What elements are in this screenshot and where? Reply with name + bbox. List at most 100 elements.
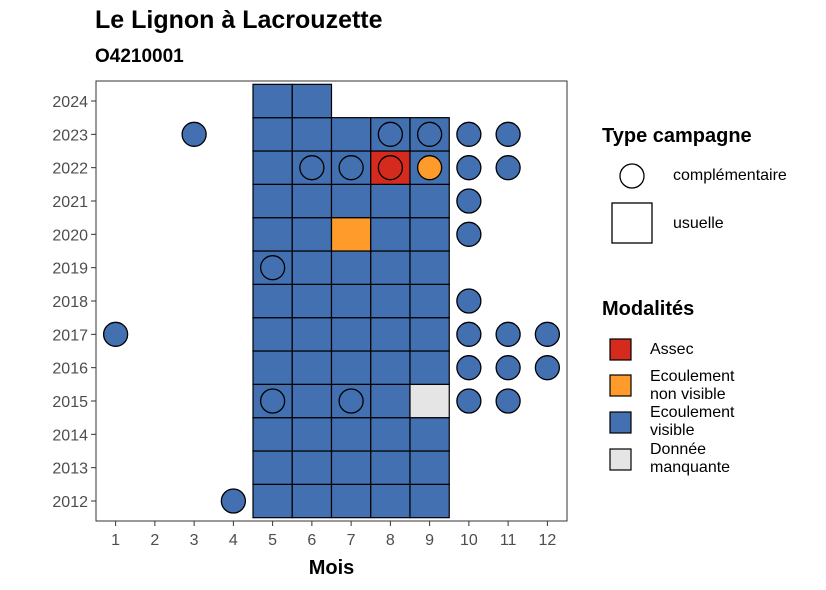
heatmap-cell (330, 450, 372, 485)
y-tick-label: 2015 (52, 394, 88, 411)
heatmap-cell (370, 483, 411, 519)
x-tick-label: 2 (150, 532, 159, 549)
heatmap-cell (409, 250, 450, 285)
y-tick-label: 2019 (52, 261, 88, 278)
heatmap-cell (409, 217, 450, 252)
x-tick-label: 4 (229, 532, 238, 549)
legend-label-complementaire: complémentaire (673, 167, 787, 184)
heatmap-cell (409, 383, 450, 419)
heatmap-cell (330, 483, 372, 519)
heatmap-cell (252, 283, 293, 319)
campaign-point (456, 221, 482, 247)
heatmap-cell (291, 283, 333, 319)
legend-label-line: non visible (650, 386, 726, 403)
x-tick-label: 9 (425, 532, 434, 549)
heatmap-cell (252, 317, 293, 352)
y-tick-label: 2024 (52, 94, 88, 111)
chart-subtitle: O4210001 (95, 46, 184, 67)
legend-keys (609, 163, 653, 471)
heatmap-cell (409, 317, 450, 352)
heatmap-cell (409, 450, 450, 485)
legend-key-swatch (609, 448, 632, 471)
x-tick-label: 3 (190, 532, 199, 549)
heatmap-cell (291, 83, 333, 119)
heatmap-cell (370, 317, 411, 352)
y-tick-label: 2022 (52, 161, 88, 178)
x-tick-label: 12 (538, 532, 556, 549)
legend-label-assec: Assec (650, 341, 694, 358)
heatmap-cell (291, 350, 333, 385)
heatmap-cell (291, 450, 333, 485)
legend-label-ecoulement-visible: Ecoulement visible (650, 404, 735, 440)
x-axis-title: Mois (309, 557, 355, 579)
x-tick-label: 5 (268, 532, 277, 549)
heatmap-cell (252, 117, 293, 152)
heatmap-cell (252, 350, 293, 385)
x-tick-label: 6 (307, 532, 316, 549)
x-tick-label: 7 (347, 532, 356, 549)
campaign-point (259, 255, 286, 281)
heatmap-cell (291, 183, 333, 219)
x-tick-label: 1 (111, 532, 120, 549)
chart-title: Le Lignon à Lacrouzette (95, 6, 383, 34)
campaign-point (259, 388, 286, 414)
legend-key-swatch (609, 374, 632, 397)
x-axis: 1 2 3 4 5 6 7 8 9 10 11 12 (111, 521, 556, 549)
campaign-point (377, 155, 404, 181)
x-tick-label: 8 (386, 532, 395, 549)
heatmap-cell (291, 317, 333, 352)
legend-label-usuelle: usuelle (673, 215, 724, 232)
legend-label-donnee-manquante: Donnée manquante (650, 441, 730, 477)
campaign-point (102, 321, 129, 347)
campaign-point (181, 121, 207, 147)
heatmap-cell (291, 217, 333, 252)
campaign-point (495, 355, 521, 381)
campaign-point (456, 188, 482, 214)
campaign-point (456, 155, 482, 181)
legend-label-line: Donnée (650, 441, 707, 458)
x-tick-label: 10 (460, 532, 478, 549)
heatmap-cell (252, 217, 293, 252)
legend-key-swatch (609, 411, 632, 434)
legend-label-line: manquante (650, 459, 731, 476)
y-tick-label: 2021 (52, 194, 88, 211)
campaign-point (416, 155, 443, 181)
heatmap-cell (330, 183, 372, 219)
heatmap-cell (330, 283, 372, 319)
heatmap-cell (291, 117, 333, 152)
legend-label-line: Ecoulement (650, 404, 735, 421)
legend-key-swatch (609, 338, 632, 361)
heatmap-cell (252, 417, 293, 452)
y-tick-label: 2014 (52, 427, 88, 444)
legend-key-circle (619, 163, 645, 189)
campaign-point (495, 321, 521, 347)
campaign-point (456, 288, 482, 314)
campaign-point (495, 121, 521, 147)
campaign-point (495, 155, 521, 181)
y-tick-label: 2017 (52, 327, 88, 344)
heatmap-cell (370, 283, 411, 319)
heatmap-cell (370, 450, 411, 485)
heatmap-cell (370, 383, 411, 419)
heatmap-cell (370, 250, 411, 285)
heatmap-cell (370, 417, 411, 452)
y-tick-label: 2023 (52, 127, 88, 144)
heatmap-cell (291, 383, 333, 419)
heatmap-cell (409, 183, 450, 219)
campaign-point (456, 321, 482, 347)
legend-label-ecoulement-non-visible: Ecoulement non visible (650, 368, 735, 404)
campaign-point (416, 121, 443, 147)
campaign-point (338, 155, 364, 181)
heatmap-cell (291, 483, 333, 519)
heatmap-cell (409, 283, 450, 319)
y-tick-label: 2018 (52, 294, 88, 311)
legend-key-square (611, 202, 653, 244)
heatmap-cell (330, 350, 372, 385)
campaign-point (338, 388, 364, 414)
campaign-point (220, 488, 247, 514)
heatmap-cell (252, 183, 293, 219)
heatmap-cell (409, 483, 450, 519)
heatmap-cell (330, 417, 372, 452)
heatmap-cell (330, 217, 372, 252)
legend-label-line: Ecoulement (650, 368, 735, 385)
